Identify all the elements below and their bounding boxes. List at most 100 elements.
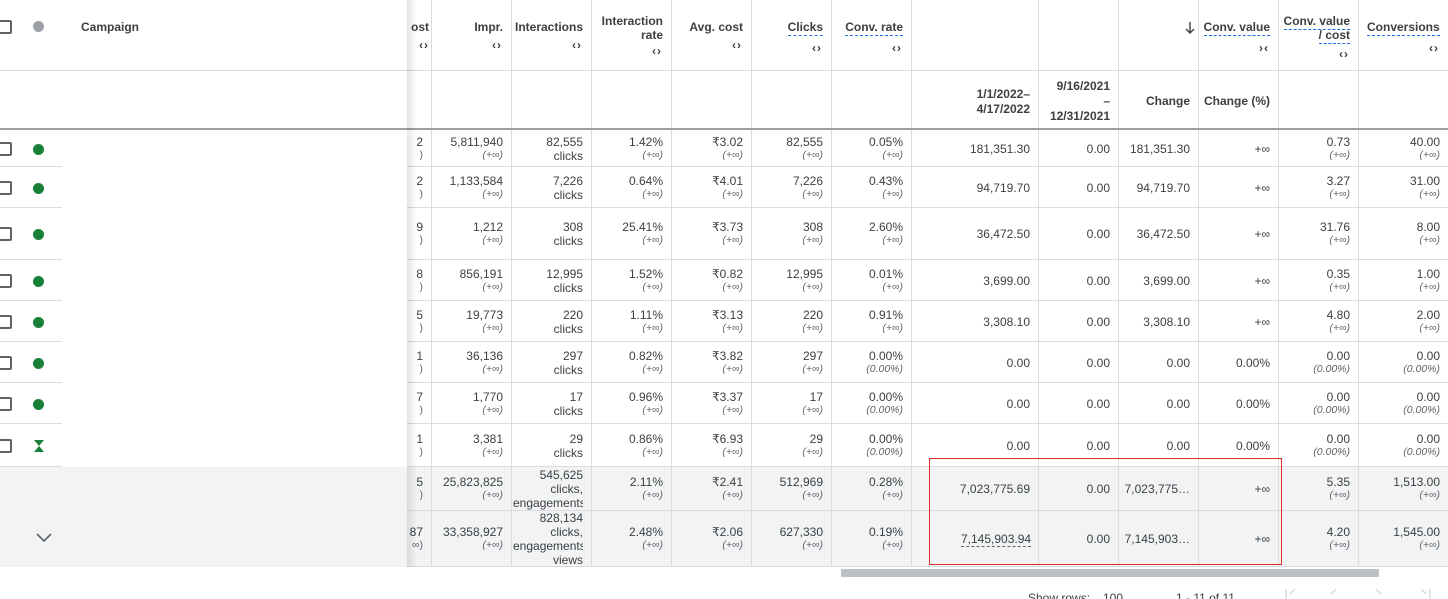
subheader-cell xyxy=(751,71,831,130)
row-checkbox[interactable] xyxy=(0,355,12,370)
header-cost[interactable]: ost ‹› xyxy=(407,0,431,71)
cell-change: (+∞) xyxy=(1419,280,1440,293)
cell-value: 25,823,825 xyxy=(442,475,503,489)
header-conversions[interactable]: Conversions ‹› xyxy=(1358,0,1448,71)
column-resize-icon[interactable]: ‹› xyxy=(652,44,662,58)
header-text: Clicks xyxy=(787,20,823,36)
cell-avg: ₹3.02 (+∞) xyxy=(671,135,743,162)
cell-change: (+∞) xyxy=(482,234,503,246)
cell-value: ₹3.73 xyxy=(712,220,743,234)
cell-conv: 31.00 (+∞) xyxy=(1358,174,1440,201)
cell-crate: 0.01% (+∞) xyxy=(831,267,903,294)
cell-value: ₹3.13 xyxy=(712,307,743,322)
arrow-down-icon[interactable] xyxy=(1185,22,1195,34)
header-avg_cost[interactable]: Avg. cost ‹› xyxy=(671,0,751,71)
cell-interactions: 297 clicks xyxy=(511,349,583,377)
cell-cv2: 0.00 xyxy=(1086,355,1110,370)
row-checkbox[interactable] xyxy=(0,438,12,453)
cell-change: (+∞) xyxy=(482,148,503,161)
row-checkbox[interactable] xyxy=(0,273,12,288)
enabled-status-icon[interactable] xyxy=(33,182,44,194)
cell-value: 31.00 xyxy=(1409,173,1440,188)
next-page-icon[interactable] xyxy=(1372,589,1386,599)
column-divider xyxy=(1358,0,1359,567)
column-resize-icon[interactable]: ‹› xyxy=(892,41,902,55)
enabled-status-icon[interactable] xyxy=(33,316,44,328)
last-page-icon[interactable] xyxy=(1418,589,1432,599)
row-checkbox[interactable] xyxy=(0,227,12,241)
cell-unit: engagements xyxy=(513,496,583,510)
cell-value: 0.01% xyxy=(868,266,903,281)
cell-irate: 0.82% (+∞) xyxy=(591,349,663,376)
row-checkbox[interactable] xyxy=(0,141,12,156)
cell-change: ∞) xyxy=(412,539,423,551)
enabled-status-icon[interactable] xyxy=(33,229,44,240)
cell-change: (+∞) xyxy=(802,445,823,458)
header-impr[interactable]: Impr. ‹› xyxy=(431,0,511,71)
chevron-down-icon[interactable] xyxy=(36,532,52,544)
cell-cv1: 94,719.70 xyxy=(976,180,1030,195)
column-resize-icon[interactable]: ‹› xyxy=(732,38,742,52)
cell-value: 33,358,927 xyxy=(442,525,503,539)
cell-change: (+∞) xyxy=(722,321,743,334)
first-page-icon[interactable] xyxy=(1284,589,1298,599)
row-checkbox[interactable] xyxy=(0,180,12,195)
cell-clicks: 82,555 (+∞) xyxy=(751,135,823,162)
cell-avg: ₹6.93 (+∞) xyxy=(671,432,743,459)
row-divider xyxy=(0,341,62,342)
cell-interactions: 82,555 clicks xyxy=(511,135,583,163)
cell-crate: 0.00% (0.00%) xyxy=(831,432,903,459)
cell-value: 5 xyxy=(416,475,423,489)
campaign-row xyxy=(0,260,407,301)
header-clicks[interactable]: Clicks ‹› xyxy=(751,0,831,71)
header-interactions[interactable]: Interactions ‹› xyxy=(511,0,591,71)
column-resize-icon[interactable]: ›‹ xyxy=(1259,41,1269,55)
header-interaction_rate[interactable]: Interaction rate ‹› xyxy=(591,0,671,71)
row-checkbox[interactable] xyxy=(0,396,12,411)
row-divider xyxy=(0,300,62,301)
column-resize-icon[interactable]: ‹› xyxy=(492,38,502,52)
row-checkbox[interactable] xyxy=(0,314,12,329)
enabled-status-icon[interactable] xyxy=(33,398,44,410)
column-divider xyxy=(1198,0,1199,567)
cell-avg: ₹4.01 (+∞) xyxy=(671,174,743,201)
cell-change: (+∞) xyxy=(722,148,743,161)
cell-clicks: 627,330 (+∞) xyxy=(751,525,823,552)
prev-page-icon[interactable] xyxy=(1326,589,1340,599)
campaign-row xyxy=(0,301,407,342)
cell-change: (0.00%) xyxy=(1403,445,1440,458)
enabled-status-icon[interactable] xyxy=(33,275,44,287)
limited-status-icon[interactable] xyxy=(33,439,45,452)
campaign-column-panel: Campaign xyxy=(0,0,417,567)
column-resize-icon[interactable]: ‹› xyxy=(1339,47,1349,61)
cell-change: (+∞) xyxy=(1329,321,1350,334)
enabled-status-icon[interactable] xyxy=(33,357,44,369)
cell-change: 7,023,775… xyxy=(1124,482,1190,496)
cell-value: 12,995 xyxy=(546,266,583,281)
select-all-checkbox[interactable] xyxy=(0,20,12,34)
cell-value: 7 xyxy=(416,389,423,404)
subheader-line: 4/17/2022 xyxy=(976,102,1030,116)
cell-cvc: 0.35 (+∞) xyxy=(1278,267,1350,294)
cell-cost: 1) xyxy=(407,349,423,376)
cell-cv2: 0.00 xyxy=(1086,141,1110,156)
cell-change: (+∞) xyxy=(802,187,823,200)
enabled-status-icon[interactable] xyxy=(33,143,44,155)
column-resize-icon[interactable]: ‹› xyxy=(419,38,429,52)
header-conv_value_cost[interactable]: Conv. value / cost ‹› xyxy=(1278,0,1358,71)
status-column-icon[interactable] xyxy=(33,21,44,32)
row-divider xyxy=(0,259,62,260)
cell-conv: 1,513.00 (+∞) xyxy=(1358,475,1440,502)
column-resize-icon[interactable]: ‹› xyxy=(812,41,822,55)
horizontal-scrollbar[interactable] xyxy=(841,569,1379,577)
column-resize-icon[interactable]: ‹› xyxy=(1429,41,1439,55)
rows-count-select[interactable]: 100 xyxy=(1103,591,1124,599)
table-row xyxy=(407,383,1448,424)
cell-change: (+∞) xyxy=(802,234,823,246)
campaign-column-header[interactable]: Campaign xyxy=(81,20,140,34)
header-conv_rate[interactable]: Conv. rate ‹› xyxy=(831,0,911,71)
column-resize-icon[interactable]: ‹› xyxy=(572,38,582,52)
header-conv_value[interactable]: Conv. value ›‹ xyxy=(911,0,1278,71)
cell-change: (+∞) xyxy=(882,148,903,161)
cell-change_pct: 0.00% xyxy=(1235,396,1270,411)
